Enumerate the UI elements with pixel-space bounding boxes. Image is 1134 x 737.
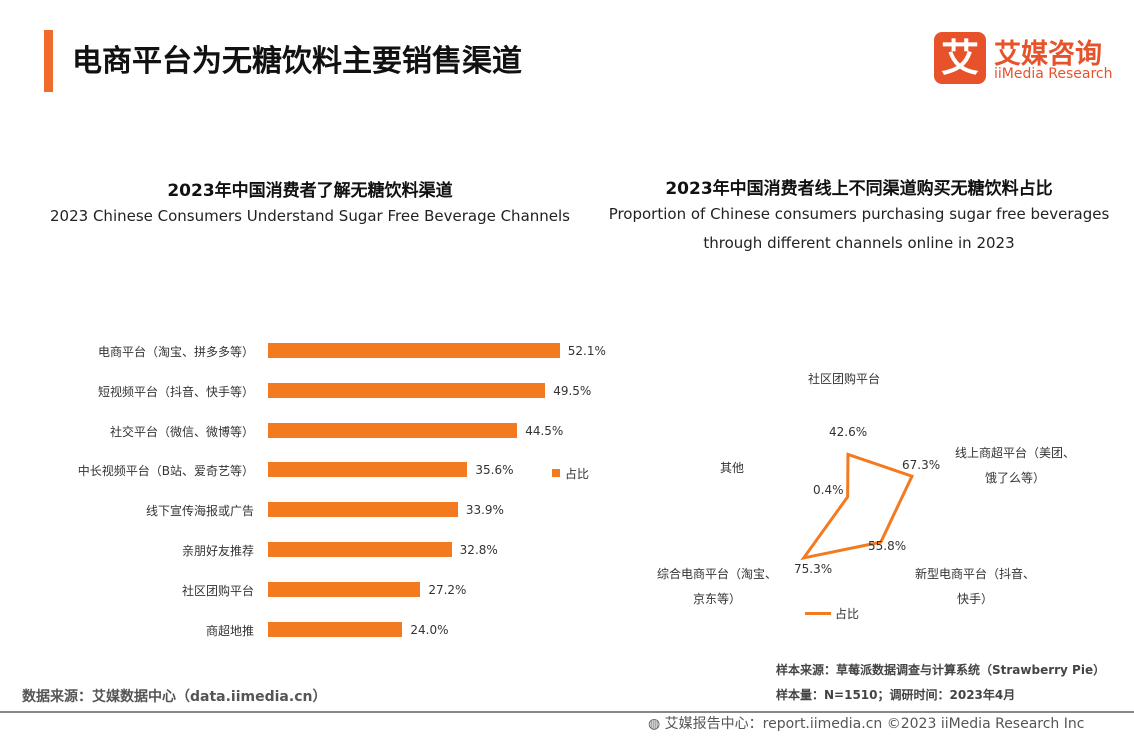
radar-series-line	[800, 452, 915, 561]
radar-axis-label: 京东等）	[692, 592, 741, 606]
radar-value-label: 42.6%	[829, 425, 868, 439]
bar-legend-swatch	[552, 469, 560, 477]
radar-axis-label: 综合电商平台（淘宝、	[656, 567, 777, 581]
bar-category-label: 社交平台（微信、微博等）	[109, 424, 254, 439]
radar-chart-subtitle-1: Proportion of Chinese consumers purchasi…	[608, 205, 1110, 223]
radar-axis-label: 社区团购平台	[808, 372, 881, 386]
bar-value-label: 27.2%	[428, 582, 467, 597]
logo-mark: 艾	[934, 32, 986, 84]
bar-value-label: 24.0%	[410, 622, 449, 637]
bar-category-label: 商超地推	[205, 623, 254, 638]
bar-value-label: 32.8%	[459, 543, 498, 557]
bar-category-label: 电商平台（淘宝、拼多多等）	[97, 345, 254, 359]
bar	[268, 542, 452, 557]
radar-chart-title: 2023年中国消费者线上不同渠道购买无糖饮料占比	[665, 179, 1053, 199]
bar-category-label: 中长视频平台（B站、爱奇艺等）	[77, 464, 254, 479]
radar-chart-subtitle-2: through different channels online in 202…	[703, 234, 1015, 252]
bar	[268, 422, 518, 438]
radar-legend-swatch	[805, 612, 831, 615]
bar	[268, 502, 458, 518]
radar-axis-label: 其他	[720, 461, 745, 475]
bar-value-label: 49.5%	[553, 383, 592, 398]
bar-value-label: 52.1%	[567, 344, 606, 358]
data-source: 数据来源：艾媒数据中心（data.iimedia.cn）	[22, 689, 327, 705]
bar	[268, 343, 560, 358]
bar-category-label: 短视频平台（抖音、快手等）	[97, 384, 254, 399]
globe-icon: ◍	[648, 716, 665, 732]
bar-value-label: 35.6%	[475, 463, 514, 478]
radar-axis-label: 快手）	[956, 592, 993, 606]
sample-size: 样本量：N=1510；调研时间：2023年4月	[776, 688, 1016, 702]
bar-category-label: 社区团购平台	[181, 583, 254, 598]
sample-source: 样本来源：草莓派数据调查与计算系统（Strawberry Pie）	[776, 663, 1106, 677]
bar-category-label: 亲朋好友推荐	[181, 544, 254, 558]
radar-value-label: 0.4%	[813, 483, 844, 497]
radar-axis-label: 线上商超平台（美团、	[954, 446, 1075, 460]
bar	[268, 621, 403, 637]
page-title: 电商平台为无糖饮料主要销售渠道	[72, 44, 522, 79]
footer-copyright: ◍ 艾媒报告中心：report.iimedia.cn ©2023 iiMedia…	[648, 716, 1085, 732]
bar-category-label: 线下宣传海报或广告	[145, 504, 254, 519]
radar-value-label: 75.3%	[794, 562, 833, 576]
footer-divider	[0, 711, 1134, 713]
logo-text-en: iiMedia Research	[994, 66, 1113, 82]
title-accent-bar	[44, 30, 53, 92]
bar-chart-title: 2023年中国消费者了解无糖饮料渠道	[167, 181, 453, 201]
bar	[268, 581, 421, 597]
radar-legend-label: 占比	[835, 607, 860, 621]
bar-chart-subtitle: 2023 Chinese Consumers Understand Sugar …	[50, 207, 570, 225]
radar-axis-label: 饿了么等）	[984, 471, 1045, 485]
radar-value-label: 67.3%	[902, 458, 941, 472]
bar-value-label: 44.5%	[525, 423, 564, 438]
bar-value-label: 33.9%	[465, 503, 504, 518]
bar-legend-label: 占比	[565, 467, 590, 481]
bar	[268, 462, 468, 478]
radar-value-label: 55.8%	[868, 539, 907, 553]
bar	[268, 382, 546, 398]
logo-text-cn: 艾媒咨询	[994, 39, 1102, 70]
radar-axis-label: 新型电商平台（抖音、	[914, 567, 1035, 581]
